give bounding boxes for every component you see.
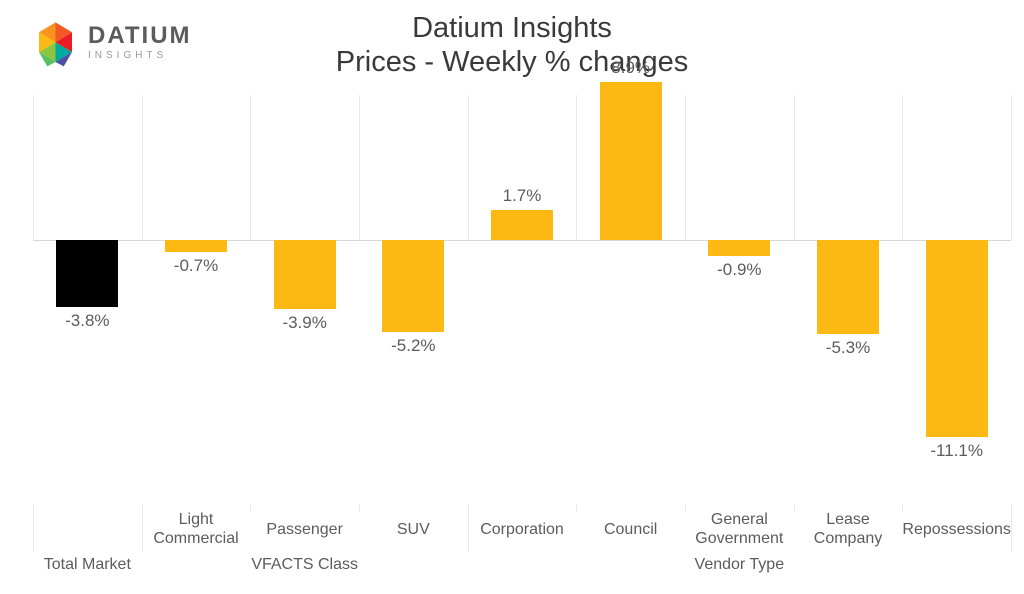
chart-title-line1: Datium Insights (412, 12, 612, 45)
bar-passenger (274, 240, 336, 309)
plot-area: -3.8%-0.7%-3.9%-5.2%1.7%8.9%-0.9%-5.3%-1… (33, 95, 1011, 505)
x-category-corporation: Corporation (480, 520, 564, 539)
x-group-vfacts-class: VFACTS Class (251, 556, 358, 574)
value-label-repo: -11.1% (930, 441, 983, 461)
gridline (468, 95, 469, 240)
gridline (142, 95, 143, 240)
chart-root: DATIUM INSIGHTS Datium Insights Prices -… (0, 0, 1024, 594)
value-label-gen_gov: -0.9% (717, 260, 761, 280)
bar-lease_co (817, 240, 879, 334)
value-label-passenger: -3.9% (282, 313, 326, 333)
gridline (685, 95, 686, 240)
gridline (1011, 95, 1012, 240)
x-category-repo: Repossessions (902, 520, 1011, 539)
x-group-total-market: Total Market (44, 556, 131, 574)
x-category-gen_gov: GeneralGovernment (695, 510, 783, 548)
bar-corporation (491, 210, 553, 240)
x-category-lease_co: LeaseCompany (814, 510, 882, 548)
gridline (576, 95, 577, 240)
x-category-suv: SUV (397, 520, 430, 539)
value-label-suv: -5.2% (391, 336, 435, 356)
x-axis: Total Market LightCommercial Passenger SUV C… (33, 510, 1011, 590)
bar-council (600, 82, 662, 240)
gridline (359, 95, 360, 240)
bar-light_comm (165, 240, 227, 252)
x-group-vendor-type: Vendor Type (695, 556, 785, 574)
logo-mark-icon (28, 18, 83, 73)
bar-suv (382, 240, 444, 332)
logo-tagline: INSIGHTS (88, 50, 192, 61)
logo-text: DATIUM INSIGHTS (88, 24, 192, 61)
x-category-light_comm: LightCommercial (153, 510, 238, 548)
value-label-total: -3.8% (65, 311, 109, 331)
value-label-light_comm: -0.7% (174, 256, 218, 276)
group-divider (1011, 505, 1012, 551)
logo-name: DATIUM (88, 24, 192, 48)
gridline (794, 95, 795, 240)
gridline (902, 95, 903, 240)
brand-logo: DATIUM INSIGHTS (28, 18, 208, 76)
gridline (250, 95, 251, 240)
bar-repo (926, 240, 988, 437)
x-category-council: Council (604, 520, 657, 539)
bar-total (56, 240, 118, 307)
value-label-corporation: 1.7% (503, 186, 542, 206)
gridline (33, 95, 34, 240)
value-label-council: 8.9% (611, 58, 650, 78)
bar-gen_gov (708, 240, 770, 256)
x-category-passenger: Passenger (266, 520, 343, 539)
value-label-lease_co: -5.3% (826, 338, 870, 358)
